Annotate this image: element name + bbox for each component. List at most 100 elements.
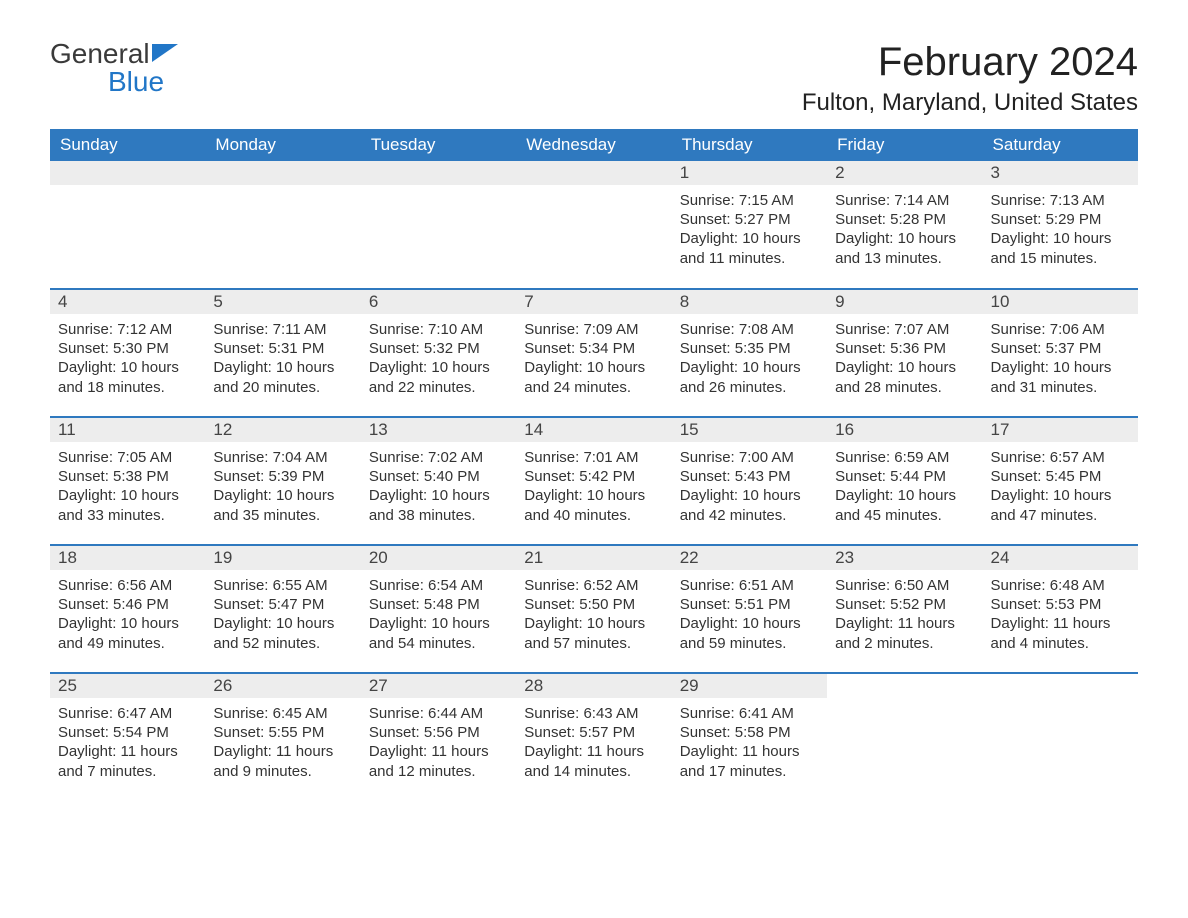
title-block: February 2024 Fulton, Maryland, United S… xyxy=(802,40,1138,117)
sunset-text: Sunset: 5:54 PM xyxy=(58,723,197,742)
daylight-text: Daylight: 11 hours and 4 minutes. xyxy=(991,614,1130,652)
sunset-text: Sunset: 5:44 PM xyxy=(835,467,974,486)
sunset-text: Sunset: 5:52 PM xyxy=(835,595,974,614)
calendar-cell: 6Sunrise: 7:10 AMSunset: 5:32 PMDaylight… xyxy=(361,289,516,417)
day-details: Sunrise: 7:09 AMSunset: 5:34 PMDaylight:… xyxy=(516,314,671,403)
day-details: Sunrise: 7:15 AMSunset: 5:27 PMDaylight:… xyxy=(672,185,827,274)
sunset-text: Sunset: 5:34 PM xyxy=(524,339,663,358)
daylight-text: Daylight: 10 hours and 31 minutes. xyxy=(991,358,1130,396)
logo-word1: General xyxy=(50,38,150,69)
day-number: 4 xyxy=(50,290,205,314)
day-header: Sunday xyxy=(50,129,205,161)
sunrise-text: Sunrise: 6:51 AM xyxy=(680,576,819,595)
day-number: 14 xyxy=(516,418,671,442)
daylight-text: Daylight: 10 hours and 42 minutes. xyxy=(680,486,819,524)
day-details: Sunrise: 6:47 AMSunset: 5:54 PMDaylight:… xyxy=(50,698,205,787)
calendar-cell xyxy=(205,161,360,289)
day-details: Sunrise: 6:54 AMSunset: 5:48 PMDaylight:… xyxy=(361,570,516,659)
sunrise-text: Sunrise: 6:54 AM xyxy=(369,576,508,595)
calendar-cell: 18Sunrise: 6:56 AMSunset: 5:46 PMDayligh… xyxy=(50,545,205,673)
day-header: Tuesday xyxy=(361,129,516,161)
sunset-text: Sunset: 5:29 PM xyxy=(991,210,1130,229)
sunrise-text: Sunrise: 7:12 AM xyxy=(58,320,197,339)
daylight-text: Daylight: 10 hours and 22 minutes. xyxy=(369,358,508,396)
calendar-cell: 20Sunrise: 6:54 AMSunset: 5:48 PMDayligh… xyxy=(361,545,516,673)
calendar-cell: 26Sunrise: 6:45 AMSunset: 5:55 PMDayligh… xyxy=(205,673,360,801)
logo-word2: Blue xyxy=(108,66,164,97)
sunrise-text: Sunrise: 6:41 AM xyxy=(680,704,819,723)
day-header: Friday xyxy=(827,129,982,161)
calendar-cell: 3Sunrise: 7:13 AMSunset: 5:29 PMDaylight… xyxy=(983,161,1138,289)
daylight-text: Daylight: 10 hours and 47 minutes. xyxy=(991,486,1130,524)
day-details: Sunrise: 6:51 AMSunset: 5:51 PMDaylight:… xyxy=(672,570,827,659)
sunrise-text: Sunrise: 7:08 AM xyxy=(680,320,819,339)
sunset-text: Sunset: 5:43 PM xyxy=(680,467,819,486)
sunrise-text: Sunrise: 6:59 AM xyxy=(835,448,974,467)
daylight-text: Daylight: 10 hours and 33 minutes. xyxy=(58,486,197,524)
sunset-text: Sunset: 5:38 PM xyxy=(58,467,197,486)
sunset-text: Sunset: 5:32 PM xyxy=(369,339,508,358)
day-number: 19 xyxy=(205,546,360,570)
day-number: 18 xyxy=(50,546,205,570)
sunset-text: Sunset: 5:46 PM xyxy=(58,595,197,614)
day-details: Sunrise: 6:43 AMSunset: 5:57 PMDaylight:… xyxy=(516,698,671,787)
day-number: 25 xyxy=(50,674,205,698)
calendar-cell: 25Sunrise: 6:47 AMSunset: 5:54 PMDayligh… xyxy=(50,673,205,801)
daylight-text: Daylight: 10 hours and 40 minutes. xyxy=(524,486,663,524)
daylight-text: Daylight: 11 hours and 7 minutes. xyxy=(58,742,197,780)
day-details: Sunrise: 7:10 AMSunset: 5:32 PMDaylight:… xyxy=(361,314,516,403)
sunset-text: Sunset: 5:53 PM xyxy=(991,595,1130,614)
day-number: 27 xyxy=(361,674,516,698)
day-header: Monday xyxy=(205,129,360,161)
day-number: 26 xyxy=(205,674,360,698)
sunrise-text: Sunrise: 7:14 AM xyxy=(835,191,974,210)
daylight-text: Daylight: 10 hours and 15 minutes. xyxy=(991,229,1130,267)
calendar-cell xyxy=(516,161,671,289)
calendar-week: 1Sunrise: 7:15 AMSunset: 5:27 PMDaylight… xyxy=(50,161,1138,289)
sunset-text: Sunset: 5:55 PM xyxy=(213,723,352,742)
day-number: 5 xyxy=(205,290,360,314)
day-details: Sunrise: 6:45 AMSunset: 5:55 PMDaylight:… xyxy=(205,698,360,787)
calendar-week: 4Sunrise: 7:12 AMSunset: 5:30 PMDaylight… xyxy=(50,289,1138,417)
calendar-cell: 13Sunrise: 7:02 AMSunset: 5:40 PMDayligh… xyxy=(361,417,516,545)
day-header: Wednesday xyxy=(516,129,671,161)
calendar-week: 25Sunrise: 6:47 AMSunset: 5:54 PMDayligh… xyxy=(50,673,1138,801)
daylight-text: Daylight: 11 hours and 17 minutes. xyxy=(680,742,819,780)
day-details: Sunrise: 7:08 AMSunset: 5:35 PMDaylight:… xyxy=(672,314,827,403)
day-details: Sunrise: 6:48 AMSunset: 5:53 PMDaylight:… xyxy=(983,570,1138,659)
daylight-text: Daylight: 10 hours and 11 minutes. xyxy=(680,229,819,267)
sunset-text: Sunset: 5:31 PM xyxy=(213,339,352,358)
calendar-cell: 27Sunrise: 6:44 AMSunset: 5:56 PMDayligh… xyxy=(361,673,516,801)
sunrise-text: Sunrise: 6:55 AM xyxy=(213,576,352,595)
day-details: Sunrise: 6:55 AMSunset: 5:47 PMDaylight:… xyxy=(205,570,360,659)
day-details: Sunrise: 6:56 AMSunset: 5:46 PMDaylight:… xyxy=(50,570,205,659)
daylight-text: Daylight: 10 hours and 24 minutes. xyxy=(524,358,663,396)
sunrise-text: Sunrise: 7:06 AM xyxy=(991,320,1130,339)
day-number: 28 xyxy=(516,674,671,698)
day-details: Sunrise: 7:07 AMSunset: 5:36 PMDaylight:… xyxy=(827,314,982,403)
day-number: 15 xyxy=(672,418,827,442)
sunset-text: Sunset: 5:35 PM xyxy=(680,339,819,358)
day-number: 6 xyxy=(361,290,516,314)
daynum-bar-empty xyxy=(361,161,516,185)
day-details: Sunrise: 6:52 AMSunset: 5:50 PMDaylight:… xyxy=(516,570,671,659)
sunset-text: Sunset: 5:51 PM xyxy=(680,595,819,614)
day-details: Sunrise: 6:44 AMSunset: 5:56 PMDaylight:… xyxy=(361,698,516,787)
header: General Blue February 2024 Fulton, Maryl… xyxy=(50,40,1138,117)
daylight-text: Daylight: 10 hours and 26 minutes. xyxy=(680,358,819,396)
sunset-text: Sunset: 5:58 PM xyxy=(680,723,819,742)
daynum-bar-empty xyxy=(205,161,360,185)
day-number: 1 xyxy=(672,161,827,185)
day-number: 3 xyxy=(983,161,1138,185)
day-number: 17 xyxy=(983,418,1138,442)
daylight-text: Daylight: 10 hours and 35 minutes. xyxy=(213,486,352,524)
calendar-cell: 7Sunrise: 7:09 AMSunset: 5:34 PMDaylight… xyxy=(516,289,671,417)
sunrise-text: Sunrise: 6:56 AM xyxy=(58,576,197,595)
daylight-text: Daylight: 10 hours and 45 minutes. xyxy=(835,486,974,524)
calendar-cell: 1Sunrise: 7:15 AMSunset: 5:27 PMDaylight… xyxy=(672,161,827,289)
calendar-cell: 17Sunrise: 6:57 AMSunset: 5:45 PMDayligh… xyxy=(983,417,1138,545)
day-number: 22 xyxy=(672,546,827,570)
day-details: Sunrise: 6:41 AMSunset: 5:58 PMDaylight:… xyxy=(672,698,827,787)
daynum-bar-empty xyxy=(50,161,205,185)
day-number: 12 xyxy=(205,418,360,442)
